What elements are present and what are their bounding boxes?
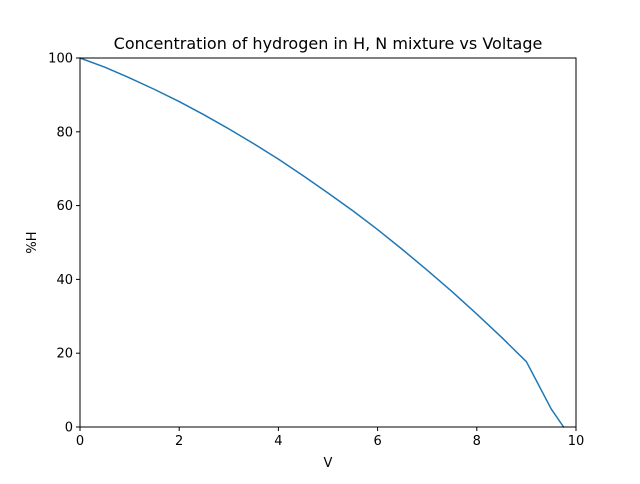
x-tick-label: 8 [473,434,481,449]
x-tick-label: 2 [175,434,183,449]
x-tick-label: 0 [76,434,84,449]
y-tick-label: 40 [56,273,73,288]
y-axis-label: %H [25,231,40,253]
y-tick-label: 80 [56,125,73,140]
y-tick-label: 60 [56,199,73,214]
series-line [79,57,565,429]
y-tick-label: 20 [56,347,73,362]
series-layer [79,57,565,429]
x-tick-label: 10 [568,434,585,449]
x-axis-label: V [324,456,333,471]
x-tick-label: 6 [373,434,381,449]
y-tick-label: 0 [65,421,73,436]
y-axis-ticks: 0 20 40 60 80 100 [48,52,80,436]
y-tick-label: 100 [48,52,73,67]
x-axis-ticks: 0 2 4 6 8 10 [76,427,584,449]
chart-title: Concentration of hydrogen in H, N mixtur… [114,34,543,53]
x-tick-label: 4 [274,434,282,449]
plot-frame [79,57,577,428]
